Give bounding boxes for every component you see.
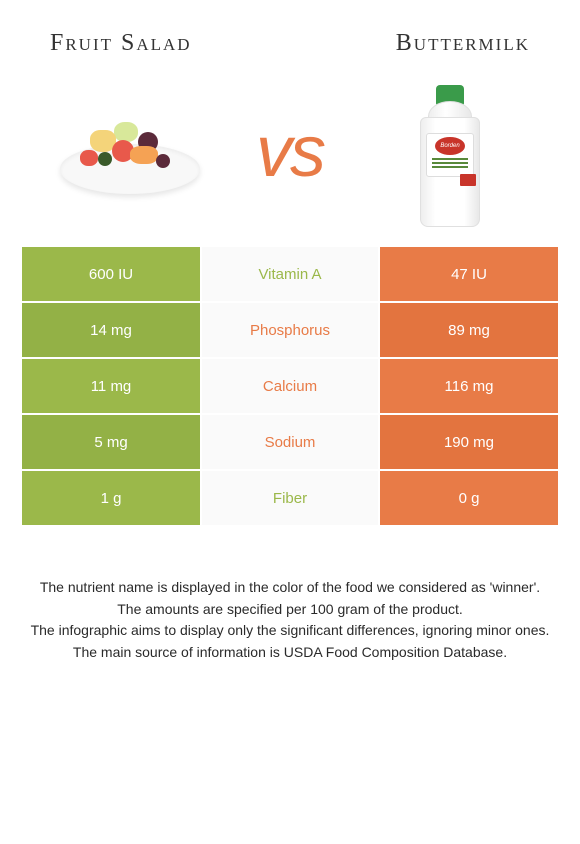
nutrient-left-value: 600 IU xyxy=(22,247,200,301)
nutrient-left-value: 1 g xyxy=(22,471,200,525)
vs-text: vs xyxy=(256,111,324,193)
footer-line: The nutrient name is displayed in the co… xyxy=(20,577,560,599)
nutrient-row: 1 gFiber0 g xyxy=(22,471,558,527)
nutrient-right-value: 47 IU xyxy=(380,247,558,301)
nutrient-name: Calcium xyxy=(200,359,380,413)
images-row: vs Borden xyxy=(0,67,580,247)
footer-line: The amounts are specified per 100 gram o… xyxy=(20,599,560,621)
nutrient-right-value: 116 mg xyxy=(380,359,558,413)
nutrient-row: 11 mgCalcium116 mg xyxy=(22,359,558,415)
nutrient-left-value: 5 mg xyxy=(22,415,200,469)
footer-line: The main source of information is USDA F… xyxy=(20,642,560,664)
nutrient-left-value: 14 mg xyxy=(22,303,200,357)
nutrient-table: 600 IUVitamin A47 IU14 mgPhosphorus89 mg… xyxy=(0,247,580,527)
nutrient-right-value: 89 mg xyxy=(380,303,558,357)
right-title: Buttermilk xyxy=(396,30,530,57)
nutrient-name: Sodium xyxy=(200,415,380,469)
nutrient-row: 600 IUVitamin A47 IU xyxy=(22,247,558,303)
left-title: Fruit Salad xyxy=(50,30,192,57)
nutrient-right-value: 0 g xyxy=(380,471,558,525)
bottle-brand: Borden xyxy=(435,137,465,155)
fruit-salad-image xyxy=(40,77,220,227)
nutrient-row: 14 mgPhosphorus89 mg xyxy=(22,303,558,359)
nutrient-right-value: 190 mg xyxy=(380,415,558,469)
footer-notes: The nutrient name is displayed in the co… xyxy=(0,527,580,664)
nutrient-name: Phosphorus xyxy=(200,303,380,357)
footer-line: The infographic aims to display only the… xyxy=(20,620,560,642)
nutrient-name: Fiber xyxy=(200,471,380,525)
nutrient-row: 5 mgSodium190 mg xyxy=(22,415,558,471)
nutrient-name: Vitamin A xyxy=(200,247,380,301)
nutrient-left-value: 11 mg xyxy=(22,359,200,413)
buttermilk-image: Borden xyxy=(360,77,540,227)
titles-row: Fruit Salad Buttermilk xyxy=(0,0,580,67)
